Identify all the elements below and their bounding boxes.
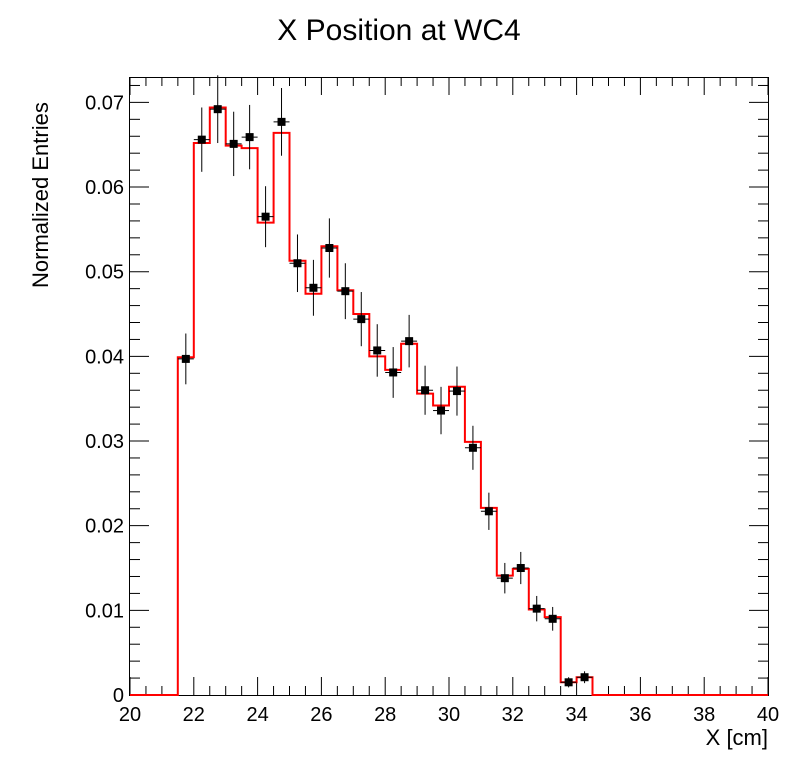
data-point: [560, 677, 577, 688]
data-point: [385, 347, 402, 398]
data-point: [401, 314, 418, 368]
point-marker: [580, 673, 589, 682]
point-marker: [389, 368, 398, 377]
x-tick-label: 40: [757, 704, 779, 726]
histogram-step-line: [130, 106, 768, 696]
point-marker: [341, 287, 350, 296]
chart-title: X Position at WC4: [277, 14, 520, 47]
data-point: [433, 386, 449, 435]
point-marker: [532, 604, 541, 613]
point-marker: [405, 337, 414, 346]
point-marker: [229, 139, 238, 148]
y-tick-labels: 0 0.01 0.02 0.03 0.04 0.05 0.06 0.07: [85, 92, 124, 707]
point-marker: [548, 614, 557, 623]
data-point: [193, 107, 210, 172]
y-tick-label: 0.01: [85, 600, 124, 622]
x-tick-label: 26: [310, 704, 332, 726]
y-tick-label: 0.06: [85, 177, 124, 199]
data-point: [417, 365, 434, 415]
data-point: [449, 366, 465, 416]
point-marker: [452, 387, 461, 396]
axis-ticks: [129, 77, 769, 696]
point-marker: [181, 354, 190, 363]
y-tick-label: 0.07: [85, 92, 124, 114]
data-points-series: [177, 75, 593, 688]
y-axis-label: Normalized Entries: [28, 102, 53, 288]
data-point: [544, 606, 561, 631]
histogram-series: [130, 106, 768, 696]
point-marker: [261, 212, 270, 221]
data-point: [480, 492, 497, 530]
y-tick-label: 0.04: [85, 346, 124, 368]
point-marker: [277, 117, 286, 126]
y-tick-label: 0.03: [85, 431, 124, 453]
data-point: [369, 324, 386, 377]
x-tick-label: 38: [693, 704, 715, 726]
data-point: [273, 88, 290, 156]
x-tick-label: 34: [565, 704, 587, 726]
point-marker: [564, 678, 573, 687]
point-marker: [213, 105, 222, 114]
x-tick-label: 22: [183, 704, 205, 726]
data-point: [337, 263, 354, 320]
x-tick-labels: 20 22 24 26 28 30 32 34 36 38 40: [119, 704, 779, 726]
data-point: [576, 671, 593, 684]
data-point: [464, 425, 481, 470]
point-marker: [197, 135, 206, 144]
point-marker: [421, 386, 430, 395]
y-tick-label: 0.02: [85, 516, 124, 538]
y-tick-label: 0: [113, 685, 124, 707]
data-point: [353, 292, 370, 347]
point-marker: [373, 346, 382, 355]
data-point: [241, 104, 258, 170]
x-tick-label: 28: [374, 704, 396, 726]
point-marker: [516, 564, 525, 573]
y-tick-label: 0.05: [85, 262, 124, 284]
point-marker: [309, 283, 318, 292]
x-axis-label: X [cm]: [706, 725, 768, 750]
data-point: [289, 234, 306, 293]
data-point: [177, 333, 194, 385]
x-tick-label: 32: [502, 704, 524, 726]
data-point: [528, 595, 545, 622]
data-point: [225, 111, 242, 177]
data-point: [321, 218, 338, 278]
x-tick-label: 36: [629, 704, 651, 726]
point-marker: [293, 259, 302, 268]
point-marker: [484, 507, 493, 516]
data-point: [257, 186, 274, 248]
x-tick-label: 20: [119, 704, 141, 726]
point-marker: [357, 315, 366, 324]
x-tick-label: 30: [438, 704, 460, 726]
point-marker: [245, 133, 254, 142]
x-tick-label: 24: [246, 704, 268, 726]
point-marker: [437, 406, 446, 415]
point-marker: [325, 244, 334, 253]
point-marker: [500, 574, 509, 583]
data-point: [512, 551, 529, 585]
data-point: [496, 562, 513, 594]
data-point: [209, 75, 226, 144]
data-point: [305, 259, 322, 316]
point-marker: [468, 443, 477, 452]
